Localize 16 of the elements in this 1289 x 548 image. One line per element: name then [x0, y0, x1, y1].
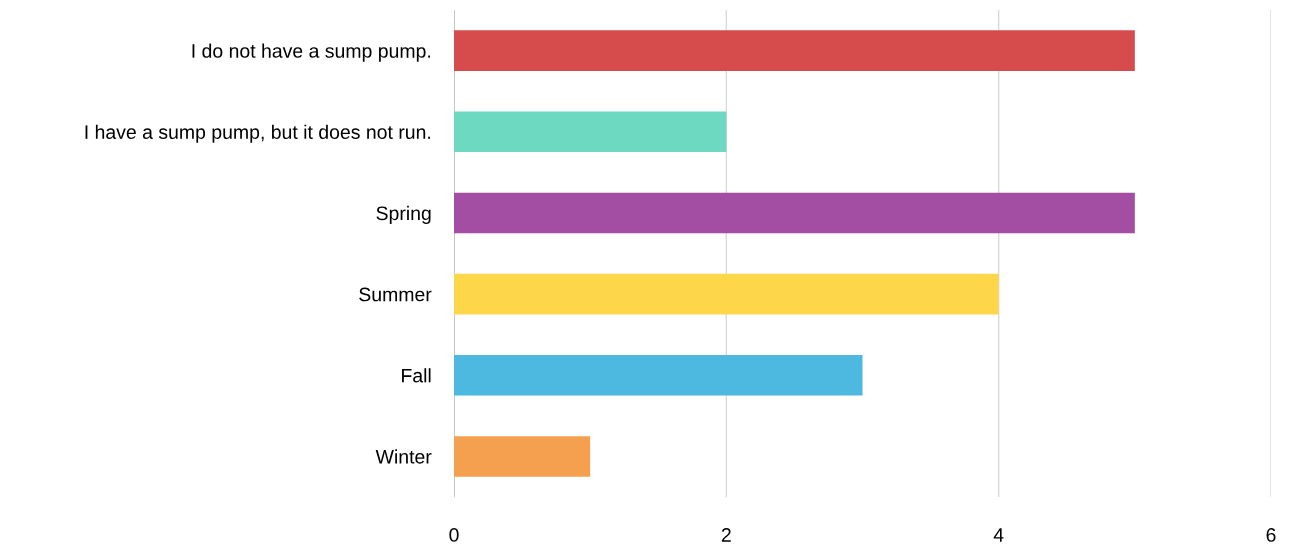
bar: [454, 273, 999, 315]
y-tick-label: Fall: [402, 368, 431, 383]
x-tick-label: 4: [993, 528, 1004, 542]
x-tick-label: 6: [1266, 528, 1276, 542]
y-tick-label: I have a sump pump, but it does not run.: [85, 124, 431, 143]
bar: [454, 436, 591, 477]
bar: [454, 111, 727, 153]
y-tick-label: Winter: [375, 449, 432, 464]
bar: [454, 354, 863, 396]
bar: [454, 30, 1135, 71]
y-tick-label: Summer: [359, 287, 432, 302]
y-tick-label: I do not have a sump pump.: [192, 43, 431, 62]
bar: [454, 192, 1135, 234]
x-tick-label: 2: [721, 528, 731, 542]
x-tick-label: 0: [449, 528, 459, 542]
y-tick-label: Spring: [376, 205, 431, 224]
